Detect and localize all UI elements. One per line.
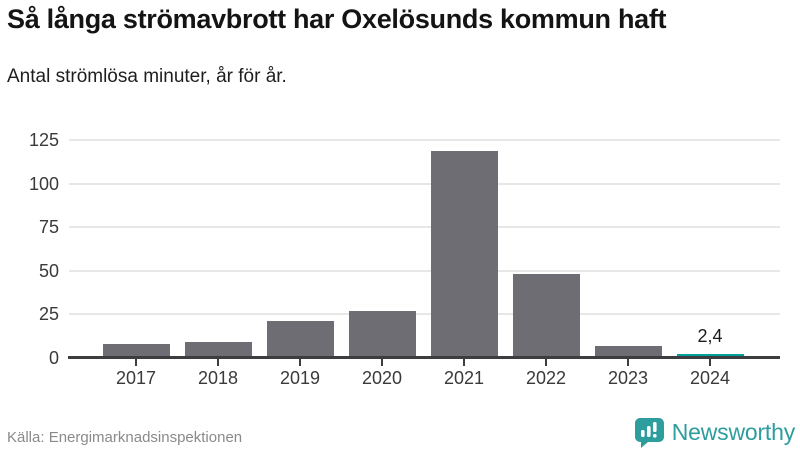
bar-value-label-2024: 2,4 — [697, 325, 723, 346]
bar-2018 — [184, 342, 252, 358]
x-axis-tick-2023 — [627, 359, 629, 366]
newsworthy-speech-bubble-icon — [634, 418, 664, 448]
bar-2024 — [676, 353, 744, 358]
x-axis-label-2020: 2020 — [361, 368, 403, 388]
x-axis-label-2019: 2019 — [279, 368, 321, 388]
x-axis-tick-2018 — [217, 359, 219, 366]
x-axis-tick-2024 — [709, 359, 711, 366]
x-axis-label-2022: 2022 — [525, 368, 567, 388]
bar-2017 — [102, 344, 170, 358]
x-axis-tick-2019 — [299, 359, 301, 366]
y-axis-label-125: 125 — [28, 130, 59, 151]
x-axis-label-2018: 2018 — [197, 368, 239, 388]
source-note: Källa: Energimarknadsinspektionen — [7, 429, 243, 446]
bar-2020 — [348, 310, 416, 358]
x-axis-tick-2020 — [381, 359, 383, 366]
x-axis-line — [68, 356, 780, 359]
gridline-y-125 — [69, 139, 780, 142]
bar-2022 — [512, 274, 580, 358]
bar-2021 — [430, 150, 498, 358]
x-axis-label-2023: 2023 — [607, 368, 649, 388]
bar-2023 — [594, 345, 662, 358]
y-axis-label-0: 0 — [48, 348, 59, 368]
x-axis-tick-2017 — [135, 359, 137, 366]
chart-subtitle: Antal strömlösa minuter, år för år. — [7, 66, 287, 87]
x-axis-label-2017: 2017 — [115, 368, 157, 388]
x-axis-tick-2021 — [463, 359, 465, 366]
x-axis-label-2024: 2024 — [689, 368, 731, 388]
gridline-y-100 — [69, 182, 780, 185]
y-axis-label-25: 25 — [38, 304, 59, 325]
y-axis-label-100: 100 — [28, 173, 59, 194]
bar-chart-plot-area: 2,4 — [68, 128, 780, 359]
gridline-y-50 — [69, 269, 780, 272]
gridline-y-25 — [69, 313, 780, 316]
chart-title: Så långa strömavbrott har Oxelösunds kom… — [7, 4, 667, 34]
newsworthy-logo: Newsworthy — [634, 417, 795, 448]
y-axis-label-75: 75 — [38, 217, 59, 238]
x-axis-tick-2022 — [545, 359, 547, 366]
x-axis-label-2021: 2021 — [443, 368, 485, 388]
gridline-y-75 — [69, 226, 780, 229]
newsworthy-wordmark: Newsworthy — [671, 419, 795, 445]
y-axis-label-50: 50 — [38, 260, 59, 281]
bar-2019 — [266, 321, 334, 358]
